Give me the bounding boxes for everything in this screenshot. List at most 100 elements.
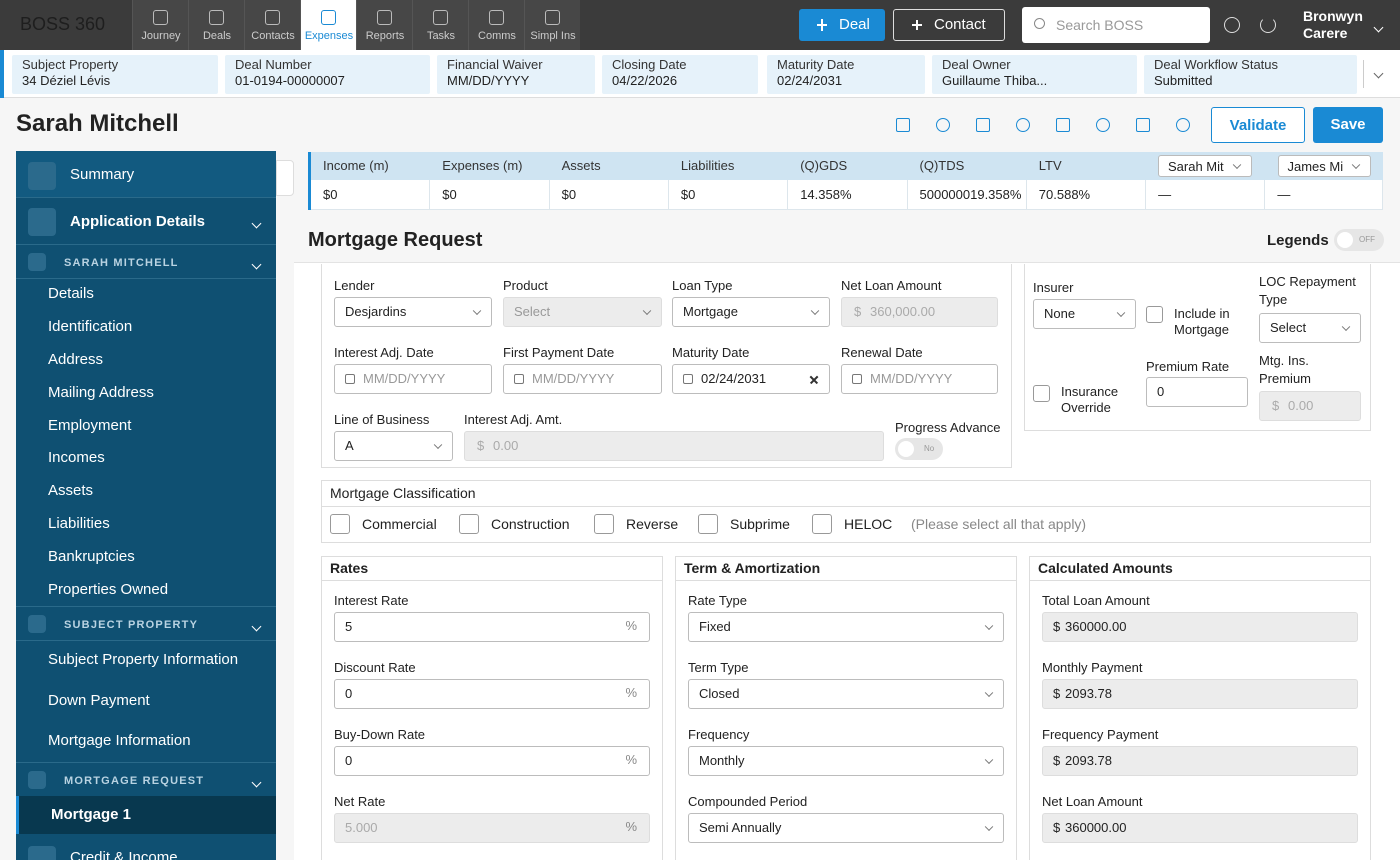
checkbox[interactable] — [812, 514, 832, 534]
field-label: Rate Type — [688, 593, 748, 608]
new-contact-button[interactable]: Contact — [893, 9, 1005, 41]
field-label: Net Rate — [334, 794, 386, 809]
toolbar-icon[interactable] — [1176, 118, 1190, 132]
field-label: Term Type — [688, 660, 749, 675]
summary-accent — [308, 152, 311, 210]
sidebar-link[interactable]: Mortgage 1 — [51, 805, 132, 823]
expand-icon[interactable] — [250, 619, 260, 629]
sidebar-section[interactable]: SUBJECT PROPERTY — [64, 619, 199, 631]
applicant-select[interactable]: Sarah Mit — [1158, 155, 1252, 177]
deal-bar-toggle[interactable] — [1372, 66, 1382, 76]
validate-button[interactable]: Validate — [1211, 107, 1305, 143]
sidebar-link[interactable]: Mortgage Information — [48, 732, 191, 750]
sidebar-link[interactable]: Incomes — [48, 449, 105, 467]
toolbar-icon[interactable] — [936, 118, 950, 132]
nav-icon — [153, 10, 168, 25]
checkbox[interactable] — [1146, 306, 1163, 323]
progress-advance-toggle[interactable]: No — [895, 438, 943, 460]
toolbar-icon[interactable] — [1136, 118, 1150, 132]
sidebar-label[interactable]: Application Details — [70, 213, 206, 230]
sidebar-label[interactable]: Credit & Income — [70, 848, 178, 860]
sidebar-section[interactable]: SARAH MITCHELL — [64, 257, 179, 269]
input[interactable]: 0 — [1146, 377, 1248, 407]
expand-icon[interactable] — [250, 216, 260, 226]
percent-symbol: % — [625, 819, 637, 834]
toolbar-icon[interactable] — [896, 118, 910, 132]
select[interactable]: Desjardins — [334, 297, 492, 327]
nav-item[interactable]: Simpl Ins — [524, 0, 580, 50]
input[interactable]: 02/24/2031 — [672, 364, 830, 394]
user-menu[interactable] — [1368, 20, 1382, 30]
toolbar-icon[interactable] — [1056, 118, 1070, 132]
field-label: Line of Business — [334, 412, 430, 427]
search-box[interactable]: Search BOSS — [1022, 7, 1210, 43]
sidebar-item[interactable] — [16, 151, 276, 197]
field-label: First Payment Date — [503, 345, 615, 360]
checkbox[interactable] — [1033, 385, 1050, 402]
input[interactable]: 0% — [334, 746, 650, 776]
applicant-select[interactable]: James Mi — [1277, 155, 1371, 177]
sidebar-link[interactable]: Liabilities — [48, 515, 110, 532]
sidebar-link[interactable]: Details — [48, 285, 94, 303]
nav-item[interactable]: Contacts — [244, 0, 300, 50]
select[interactable]: Monthly — [688, 746, 1004, 776]
sidebar-link[interactable]: Assets — [48, 482, 94, 500]
currency-symbol: $ — [1272, 398, 1280, 413]
info-icon[interactable] — [1224, 17, 1240, 33]
sidebar-link[interactable]: Employment — [48, 416, 132, 434]
summary-header: (Q)GDS — [800, 158, 848, 173]
toolbar-icon[interactable] — [1096, 118, 1110, 132]
deal-field-label: Financial Waiver — [447, 57, 543, 72]
new-deal-button[interactable]: Deal — [799, 9, 885, 41]
nav-item[interactable]: Reports — [356, 0, 412, 50]
nav-item[interactable]: Expenses — [300, 0, 356, 50]
checkbox[interactable] — [594, 514, 614, 534]
sidebar-collapse[interactable] — [276, 160, 294, 196]
refresh-icon[interactable] — [1260, 17, 1276, 33]
input[interactable]: MM/DD/YYYY — [334, 364, 492, 394]
divider — [16, 761, 276, 763]
sidebar-link[interactable]: Subject Property Information — [48, 651, 239, 669]
nav-item[interactable]: Comms — [468, 0, 524, 50]
sidebar-link[interactable]: Mailing Address — [48, 383, 154, 401]
user-first-name[interactable]: Bronwyn — [1303, 8, 1363, 24]
input-value: None — [1044, 306, 1076, 321]
toolbar-icon[interactable] — [976, 118, 990, 132]
select[interactable]: None — [1033, 299, 1136, 329]
input[interactable]: MM/DD/YYYY — [841, 364, 998, 394]
save-button[interactable]: Save — [1313, 107, 1383, 143]
checkbox[interactable] — [330, 514, 350, 534]
sidebar-label[interactable]: Summary — [70, 166, 135, 183]
nav-item[interactable]: Deals — [188, 0, 244, 50]
input[interactable]: 5% — [334, 612, 650, 642]
sidebar-link[interactable]: Bankruptcies — [48, 547, 135, 565]
user-last-name[interactable]: Carere — [1303, 25, 1348, 41]
sidebar-section[interactable]: MORTGAGE REQUEST — [64, 774, 205, 787]
expand-icon[interactable] — [250, 775, 260, 785]
sidebar-link[interactable]: Address — [48, 351, 104, 368]
field-label: Interest Adj. Date — [334, 345, 434, 360]
expand-icon[interactable] — [250, 257, 260, 267]
sidebar-item-active[interactable] — [16, 795, 276, 834]
select[interactable]: Semi Annually — [688, 813, 1004, 843]
select[interactable]: Select — [1259, 313, 1361, 343]
checkbox[interactable] — [459, 514, 479, 534]
select[interactable]: Mortgage — [672, 297, 830, 327]
sidebar-link[interactable]: Down Payment — [48, 691, 150, 709]
panel-title: Rates — [330, 560, 369, 576]
select[interactable]: Fixed — [688, 612, 1004, 642]
input[interactable]: MM/DD/YYYY — [503, 364, 662, 394]
sidebar-link[interactable]: Identification — [48, 318, 133, 336]
nav-item[interactable]: Tasks — [412, 0, 468, 50]
select[interactable]: A — [334, 431, 453, 461]
deal-field: Deal Owner Guillaume Thiba... — [932, 55, 1137, 94]
input[interactable]: 0% — [334, 679, 650, 709]
nav-label: Expenses — [304, 30, 354, 42]
nav-item[interactable]: Journey — [132, 0, 188, 50]
legends-toggle[interactable]: OFF — [1334, 229, 1384, 251]
toolbar-icon[interactable] — [1016, 118, 1030, 132]
checkbox[interactable] — [698, 514, 718, 534]
deal-bar-accent — [0, 50, 4, 98]
select[interactable]: Closed — [688, 679, 1004, 709]
sidebar-link[interactable]: Properties Owned — [48, 580, 169, 598]
